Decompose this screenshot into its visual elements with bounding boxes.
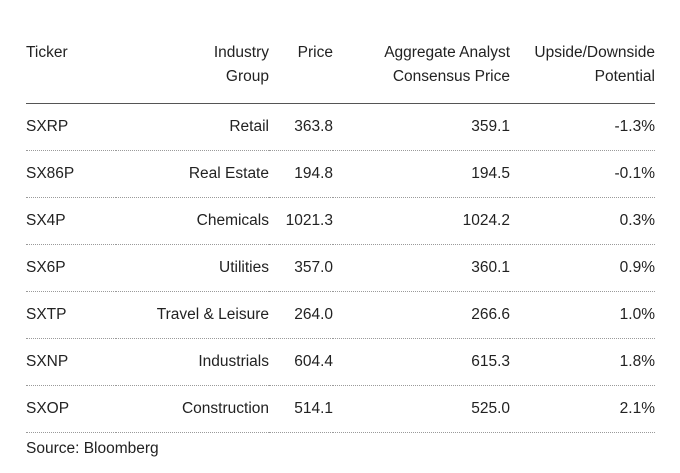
stocks-table: Ticker Industry Group Price Aggregate An… (26, 38, 655, 433)
cell-price: 363.8 (269, 103, 333, 151)
cell-price: 604.4 (269, 338, 333, 386)
cell-industry: Retail (116, 103, 269, 151)
table-row: SXRP Retail 363.8 359.1 -1.3% (26, 103, 655, 151)
cell-consensus: 615.3 (333, 338, 510, 386)
header-industry-group: Industry Group (116, 38, 269, 104)
cell-consensus: 360.1 (333, 244, 510, 292)
cell-industry: Real Estate (116, 150, 269, 198)
header-ticker-label: Ticker (26, 44, 68, 61)
cell-ticker: SXNP (26, 338, 116, 386)
cell-industry: Industrials (116, 338, 269, 386)
cell-industry: Travel & Leisure (116, 291, 269, 339)
stocks-table-container: Ticker Industry Group Price Aggregate An… (26, 38, 655, 433)
cell-ticker: SX86P (26, 150, 116, 198)
table-row: SXNP Industrials 604.4 615.3 1.8% (26, 338, 655, 386)
header-ticker: Ticker (26, 38, 116, 104)
table-row: SX4P Chemicals 1021.3 1024.2 0.3% (26, 197, 655, 245)
header-industry-line1: Industry (213, 44, 269, 61)
table-row: SXTP Travel & Leisure 264.0 266.6 1.0% (26, 291, 655, 339)
cell-ticker: SX6P (26, 244, 116, 292)
cell-industry: Construction (116, 385, 269, 433)
cell-consensus: 194.5 (333, 150, 510, 198)
header-upside-downside: Upside/Downside Potential (510, 38, 655, 104)
table-header: Ticker Industry Group Price Aggregate An… (26, 38, 655, 104)
cell-upside: 1.8% (510, 338, 655, 386)
cell-upside: 0.9% (510, 244, 655, 292)
header-price: Price (269, 38, 333, 104)
source-note: Source: Bloomberg (26, 440, 159, 457)
header-price-label: Price (297, 44, 333, 61)
table-body: SXRP Retail 363.8 359.1 -1.3% SX86P Real… (26, 103, 655, 433)
cell-ticker: SXOP (26, 385, 116, 433)
cell-ticker: SXRP (26, 103, 116, 151)
header-upside-line1: Upside/Downside (534, 44, 655, 61)
table-row: SXOP Construction 514.1 525.0 2.1% (26, 385, 655, 433)
cell-consensus: 266.6 (333, 291, 510, 339)
cell-consensus: 359.1 (333, 103, 510, 151)
cell-upside: 1.0% (510, 291, 655, 339)
cell-upside: 0.3% (510, 197, 655, 245)
header-consensus-line2: Consensus Price (392, 68, 510, 85)
cell-ticker: SXTP (26, 291, 116, 339)
header-consensus-line1: Aggregate Analyst (384, 44, 510, 61)
header-industry-line2: Group (225, 68, 269, 85)
header-upside-line2: Potential (594, 68, 655, 85)
cell-price: 194.8 (269, 150, 333, 198)
cell-ticker: SX4P (26, 197, 116, 245)
table-row: SX6P Utilities 357.0 360.1 0.9% (26, 244, 655, 292)
cell-upside: -1.3% (510, 103, 655, 151)
header-row: Ticker Industry Group Price Aggregate An… (26, 38, 655, 104)
cell-upside: 2.1% (510, 385, 655, 433)
header-consensus-price: Aggregate Analyst Consensus Price (333, 38, 510, 104)
cell-price: 1021.3 (269, 197, 333, 245)
table-row: SX86P Real Estate 194.8 194.5 -0.1% (26, 150, 655, 198)
cell-consensus: 525.0 (333, 385, 510, 433)
cell-upside: -0.1% (510, 150, 655, 198)
cell-consensus: 1024.2 (333, 197, 510, 245)
cell-price: 357.0 (269, 244, 333, 292)
cell-industry: Utilities (116, 244, 269, 292)
cell-price: 514.1 (269, 385, 333, 433)
cell-price: 264.0 (269, 291, 333, 339)
cell-industry: Chemicals (116, 197, 269, 245)
